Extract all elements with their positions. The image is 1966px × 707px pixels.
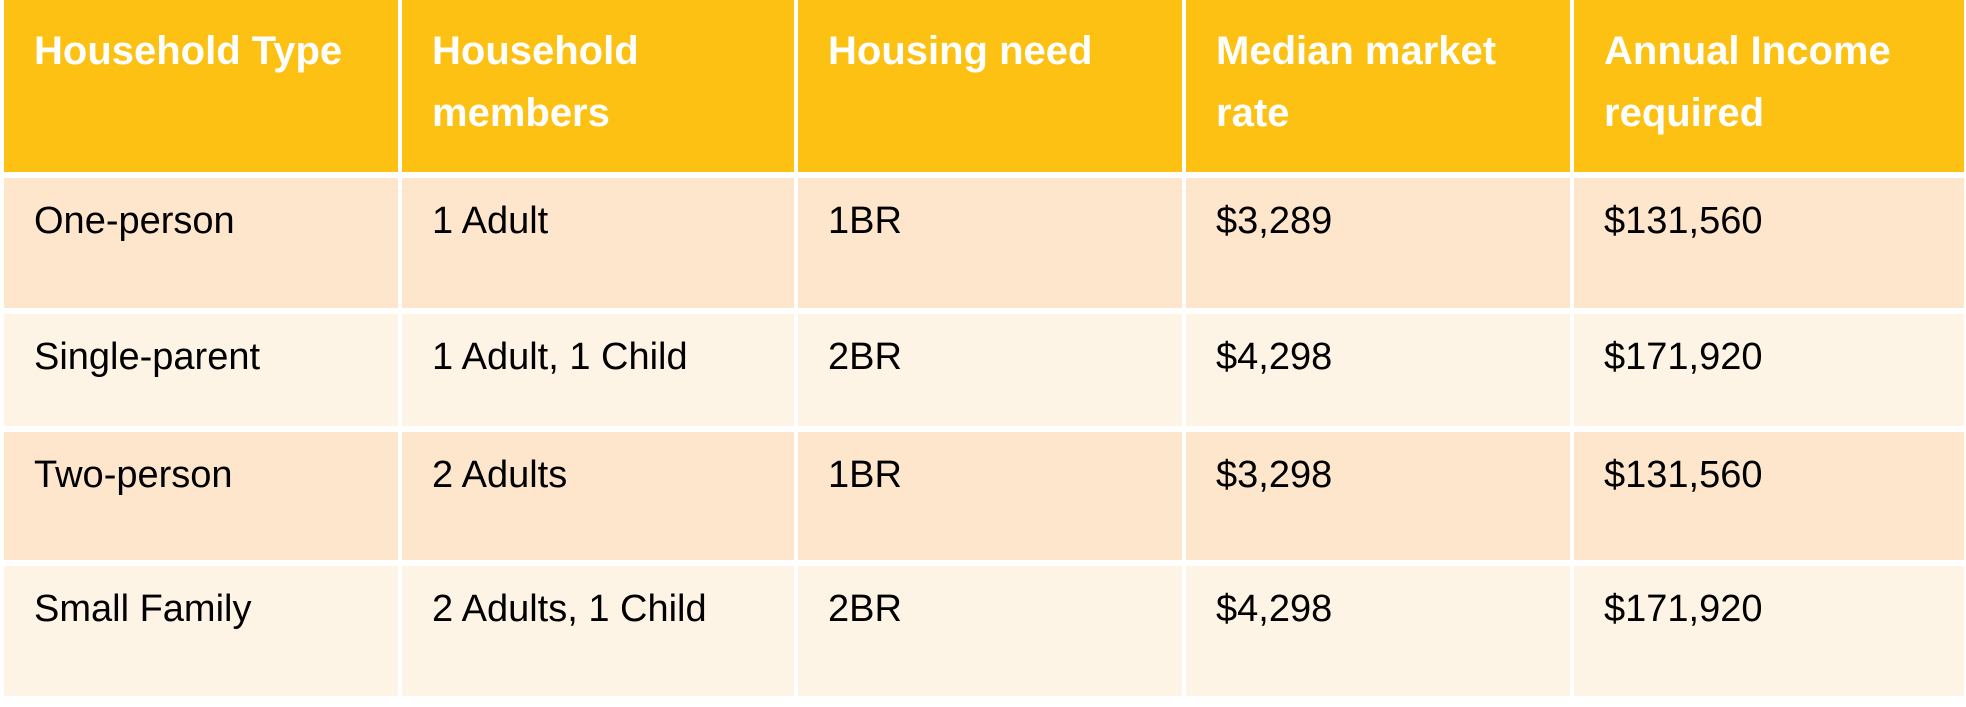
cell-housing-need: 2BR <box>798 566 1182 696</box>
cell-household-type: Two-person <box>4 432 398 560</box>
table-header-row: Household Type Household members Housing… <box>4 0 1964 172</box>
cell-household-members: 2 Adults <box>402 432 794 560</box>
cell-median-market-rate: $3,298 <box>1186 432 1570 560</box>
cell-household-members: 1 Adult <box>402 178 794 308</box>
header-household-members: Household members <box>402 0 794 172</box>
cell-household-type: One-person <box>4 178 398 308</box>
cell-household-members: 1 Adult, 1 Child <box>402 314 794 426</box>
table-row: Single-parent 1 Adult, 1 Child 2BR $4,29… <box>4 314 1964 426</box>
cell-housing-need: 1BR <box>798 432 1182 560</box>
header-housing-need: Housing need <box>798 0 1182 172</box>
cell-annual-income-required: $171,920 <box>1574 566 1964 696</box>
cell-household-type: Single-parent <box>4 314 398 426</box>
cell-household-type: Small Family <box>4 566 398 696</box>
table-row: One-person 1 Adult 1BR $3,289 $131,560 <box>4 178 1964 308</box>
cell-annual-income-required: $171,920 <box>1574 314 1964 426</box>
cell-household-members: 2 Adults, 1 Child <box>402 566 794 696</box>
header-annual-income-required: Annual Income required <box>1574 0 1964 172</box>
cell-annual-income-required: $131,560 <box>1574 432 1964 560</box>
table-row: Two-person 2 Adults 1BR $3,298 $131,560 <box>4 432 1964 560</box>
cell-housing-need: 1BR <box>798 178 1182 308</box>
header-household-type: Household Type <box>4 0 398 172</box>
cell-housing-need: 2BR <box>798 314 1182 426</box>
cell-median-market-rate: $3,289 <box>1186 178 1570 308</box>
cell-annual-income-required: $131,560 <box>1574 178 1964 308</box>
header-median-market-rate: Median market rate <box>1186 0 1570 172</box>
table-row: Small Family 2 Adults, 1 Child 2BR $4,29… <box>4 566 1964 696</box>
cell-median-market-rate: $4,298 <box>1186 314 1570 426</box>
cell-median-market-rate: $4,298 <box>1186 566 1570 696</box>
